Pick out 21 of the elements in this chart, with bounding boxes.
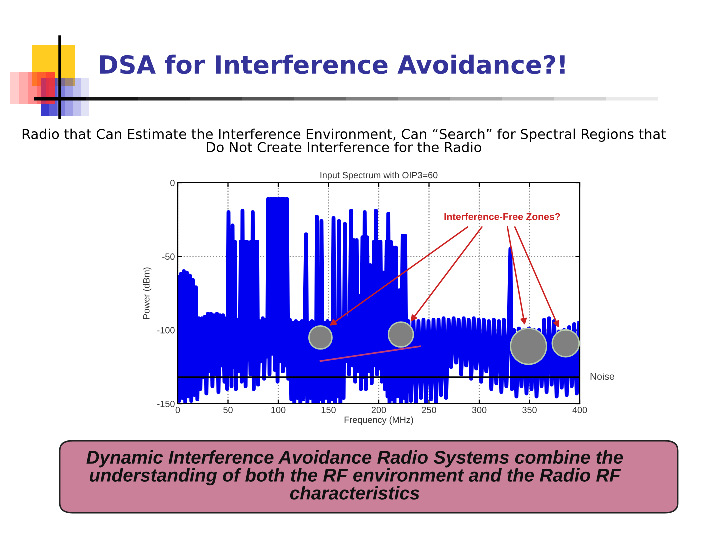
- y-axis-title: Power (dBm): [143, 268, 152, 320]
- text: Input Spectrum with OIP3=60: [320, 172, 438, 180]
- y-tick-label: 0: [170, 180, 175, 186]
- x-tick-label: 50: [224, 407, 233, 414]
- chart-subtitle: Radio that Can Estimate the Interference Environment, Can “Search” for Spectral Regions that Do Not Create Interference for the Radio: [22, 128, 666, 153]
- x-tick-label: 100: [272, 407, 286, 414]
- annotation: Interference-Free Zones?: [444, 213, 560, 220]
- x-tick-label: 150: [322, 407, 336, 414]
- chart-title: DSA for Interference Avoidance?!: [100, 54, 565, 74]
- y-tick-label: -100: [158, 327, 175, 334]
- x-tick-label: 300: [472, 407, 487, 414]
- x-tick-label: 250: [422, 407, 436, 414]
- text: Dynamic Interference Avoidance Radio Systems combine the understanding of both the RF environment and the Radio RF characteristics: [86, 450, 624, 500]
- x-tick-label: 350: [522, 407, 537, 414]
- x-tick-label: 400: [572, 407, 588, 414]
- x-tick-label: 0: [176, 407, 180, 414]
- x-axis-title: Frequency (MHz): [344, 416, 414, 425]
- y-tick-label: -50: [162, 254, 175, 260]
- y-tick-label: -150: [158, 400, 175, 408]
- x-tick-label: 200: [372, 407, 386, 414]
- ref-line-label: Noise: [590, 372, 614, 380]
